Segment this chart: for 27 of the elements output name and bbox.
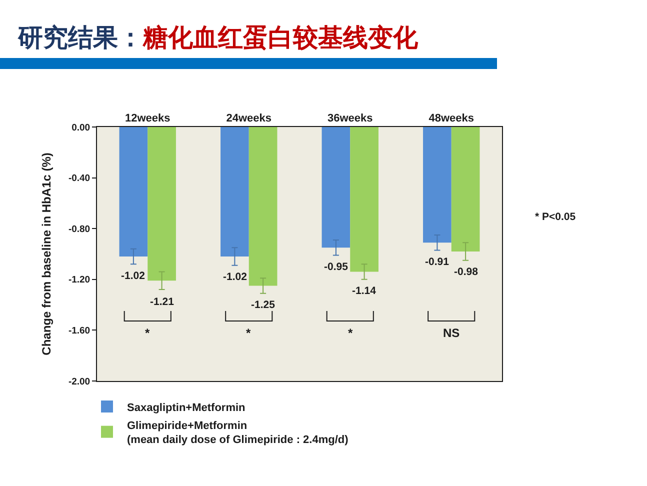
y-tick-label: 0.00 [72, 122, 90, 134]
x-tick-label: 48weeks [428, 112, 474, 125]
data-label: -0.95 [324, 261, 348, 273]
chart-title: 研究结果：糖化血红蛋白较基线变化 [17, 24, 419, 52]
annotation: * [348, 326, 353, 340]
legend-label: Glimepiride+Metformin (mean daily dose of Glimepiride : 2.4mg/d) [127, 420, 349, 446]
y-tick-label: -1.20 [68, 274, 90, 286]
y-tick-label: -2.00 [68, 376, 90, 388]
data-label: -1.25 [251, 299, 276, 311]
annotation: * [145, 326, 150, 340]
y-tick-label: -1.60 [68, 326, 90, 337]
data-label: -1.02 [121, 270, 146, 282]
y-axis-title: Change from baseline in HbA1c (%) [40, 152, 54, 356]
x-tick-label: 12weeks [124, 112, 170, 125]
y-tick-label: -0.80 [68, 224, 90, 235]
x-tick-label: 24weeks [226, 112, 272, 125]
data-label: -1.14 [352, 285, 376, 297]
data-label: -1.21 [150, 296, 174, 308]
data-label: -0.98 [454, 266, 478, 278]
y-tick-label: -0.40 [68, 173, 90, 184]
x-tick-label: 36weeks [327, 112, 373, 125]
data-label: -1.02 [223, 271, 248, 283]
legend-label: Saxagliptin+Metformin [127, 402, 246, 414]
text: * P<0.05 [535, 211, 576, 223]
annotation: * [246, 326, 251, 340]
annotation: NS [443, 326, 460, 340]
data-label: -0.91 [425, 256, 450, 268]
